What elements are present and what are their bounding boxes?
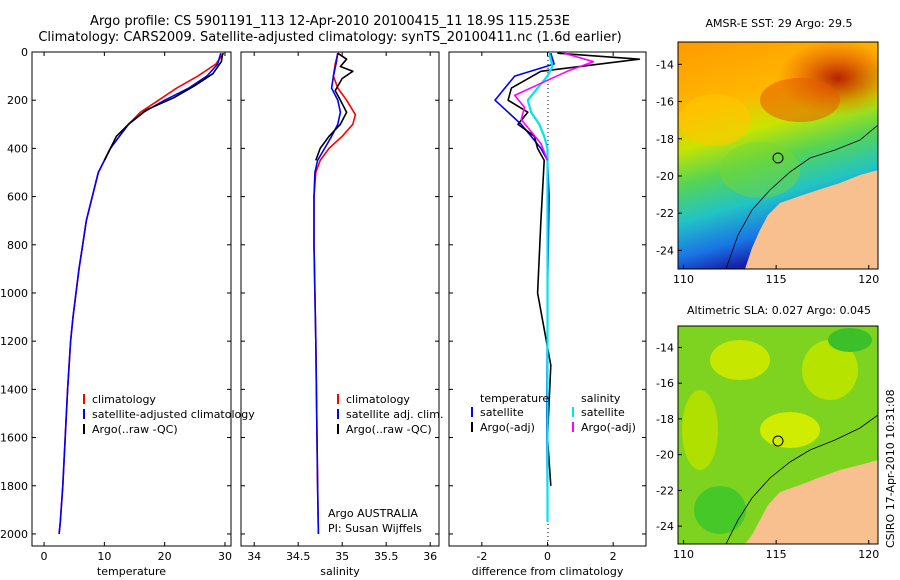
difference-legend-header: temperature	[480, 392, 549, 405]
salinity-legend-label: climatology	[346, 393, 410, 406]
salinity-xtick-label: 34.5	[286, 550, 311, 563]
temperature-series-line	[103, 53, 224, 161]
sst-argo-marker	[772, 152, 784, 164]
sla-map-ytick-label: -18	[656, 413, 674, 426]
salinity-series-line	[315, 52, 354, 161]
depth-tick-label: 2000	[0, 528, 28, 541]
depth-tick-label: 800	[7, 239, 28, 252]
temperature-series-line	[58, 52, 222, 535]
difference-series-line	[513, 52, 595, 161]
sst-map-xtick-label: 110	[673, 273, 694, 286]
salinity-xtick-label: 34	[247, 550, 261, 563]
salinity-xlabel: salinity	[320, 565, 360, 578]
salinity-legend-label: satellite adj. clim.	[346, 408, 443, 421]
temperature-legend-label: Argo(..raw -QC)	[92, 423, 178, 436]
sla-argo-marker	[772, 435, 784, 447]
sst-map-ytick-label: -24	[656, 244, 674, 257]
sst-map-xtick-label: 120	[858, 273, 879, 286]
sla-map-ytick-label: -22	[656, 484, 674, 497]
salinity-legend-label: Argo(..raw -QC)	[346, 423, 432, 436]
sst-map-frame	[677, 41, 879, 270]
depth-tick-label: 1600	[0, 432, 28, 445]
sst-map-ytick-label: -20	[656, 170, 674, 183]
difference-legend-label: satellite	[581, 406, 625, 419]
temperature-plot-frame	[31, 51, 232, 547]
depth-tick-label: 1200	[0, 335, 28, 348]
sst-land	[745, 170, 878, 269]
salinity-xtick-label: 35.5	[374, 550, 399, 563]
depth-tick-label: 0	[21, 46, 28, 59]
sla-land	[745, 460, 878, 544]
difference-xlabel: difference from climatology	[472, 565, 624, 578]
salinity-xtick-label: 36	[423, 550, 437, 563]
sla-map-xtick-label: 115	[766, 548, 787, 561]
depth-tick-label: 200	[7, 94, 28, 107]
temperature-xtick-label: 30	[218, 550, 232, 563]
sla-map	[678, 326, 878, 544]
sla-map-xtick-label: 120	[858, 548, 879, 561]
salinity-annotation: PI: Susan Wijffels	[328, 522, 422, 535]
sst-map-ytick-label: -18	[656, 133, 674, 146]
depth-tick-label: 1400	[0, 383, 28, 396]
sst-map	[678, 42, 878, 269]
depth-tick-label: 400	[7, 142, 28, 155]
difference-series-line	[526, 52, 554, 522]
sla-map-ytick-label: -14	[656, 341, 674, 354]
temperature-legend-label: climatology	[92, 393, 156, 406]
title-line-1: Argo profile: CS 5901191_113 12-Apr-2010…	[90, 14, 570, 29]
difference-legend-label: Argo(-adj)	[581, 421, 636, 434]
depth-tick-label: 1000	[0, 287, 28, 300]
sla-map-ytick-label: -16	[656, 377, 674, 390]
depth-tick-label: 600	[7, 191, 28, 204]
sst-map-ytick-label: -16	[656, 96, 674, 109]
sla-map-title: Altimetric SLA: 0.027 Argo: 0.045	[686, 304, 871, 317]
sla-map-ytick-label: -20	[656, 449, 674, 462]
temperature-xtick-label: 0	[41, 550, 48, 563]
title-line-2: Climatology: CARS2009. Satellite-adjuste…	[38, 30, 622, 45]
difference-legend-header: salinity	[581, 392, 621, 405]
sla-map-frame	[677, 325, 879, 545]
difference-legend-label: Argo(-adj)	[480, 421, 535, 434]
sst-map-xtick-label: 115	[766, 273, 787, 286]
temperature-xtick-label: 10	[97, 550, 111, 563]
sla-map-xtick-label: 110	[673, 548, 694, 561]
difference-xtick-label: 0	[544, 550, 551, 563]
temperature-xtick-label: 20	[158, 550, 172, 563]
salinity-series-line	[313, 53, 357, 535]
temperature-series-line	[58, 52, 225, 535]
sst-map-ytick-label: -14	[656, 58, 674, 71]
temperature-legend-label: satellite-adjusted climatology	[92, 408, 255, 421]
difference-xtick-label: -2	[476, 550, 487, 563]
sla-map-ytick-label: -24	[656, 520, 674, 533]
sst-map-title: AMSR-E SST: 29 Argo: 29.5	[705, 17, 853, 30]
salinity-annotation: Argo AUSTRALIA	[328, 507, 418, 520]
sst-shelf-contour	[725, 124, 878, 269]
depth-tick-label: 1800	[0, 480, 28, 493]
temperature-xlabel: temperature	[97, 565, 166, 578]
difference-legend-label: satellite	[480, 406, 524, 419]
difference-xtick-label: 2	[610, 550, 617, 563]
sla-shelf-contour	[725, 414, 878, 544]
salinity-xtick-label: 35	[335, 550, 349, 563]
salinity-series-line	[313, 53, 342, 535]
salinity-plot-frame	[240, 51, 440, 547]
sst-map-ytick-label: -22	[656, 207, 674, 220]
